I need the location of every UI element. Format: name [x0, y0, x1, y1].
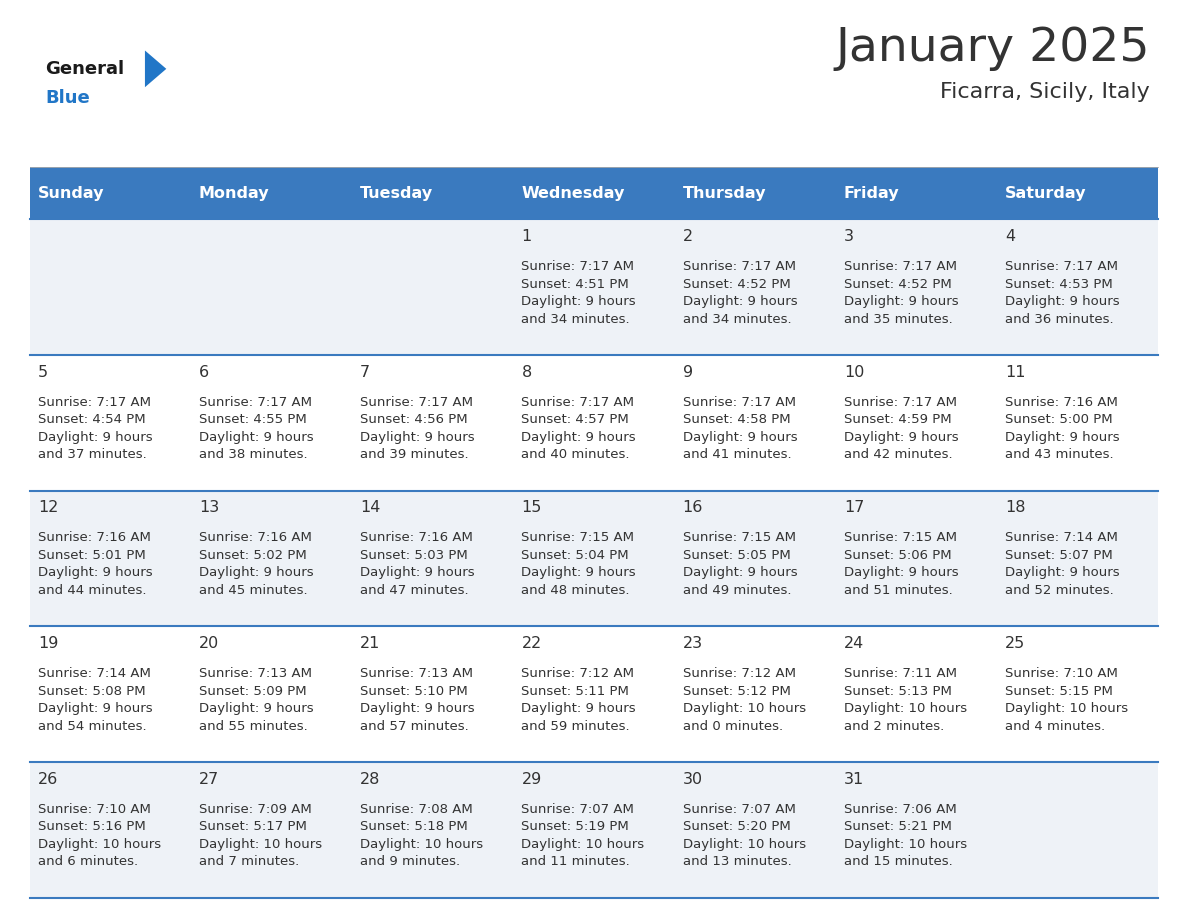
Text: 31: 31: [843, 772, 864, 787]
Text: Sunrise: 7:12 AM
Sunset: 5:11 PM
Daylight: 9 hours
and 59 minutes.: Sunrise: 7:12 AM Sunset: 5:11 PM Dayligh…: [522, 667, 636, 733]
Bar: [30, 355, 1158, 491]
Bar: [30, 167, 1158, 219]
Text: 30: 30: [683, 772, 703, 787]
Text: 7: 7: [360, 364, 371, 379]
Text: Sunrise: 7:17 AM
Sunset: 4:57 PM
Daylight: 9 hours
and 40 minutes.: Sunrise: 7:17 AM Sunset: 4:57 PM Dayligh…: [522, 396, 636, 461]
Text: 21: 21: [360, 636, 380, 651]
Text: 22: 22: [522, 636, 542, 651]
Text: Sunrise: 7:10 AM
Sunset: 5:15 PM
Daylight: 10 hours
and 4 minutes.: Sunrise: 7:10 AM Sunset: 5:15 PM Dayligh…: [1005, 667, 1129, 733]
Text: 2: 2: [683, 229, 693, 244]
Text: 18: 18: [1005, 500, 1025, 515]
Text: Ficarra, Sicily, Italy: Ficarra, Sicily, Italy: [940, 82, 1150, 102]
Text: 20: 20: [198, 636, 220, 651]
Text: Sunrise: 7:12 AM
Sunset: 5:12 PM
Daylight: 10 hours
and 0 minutes.: Sunrise: 7:12 AM Sunset: 5:12 PM Dayligh…: [683, 667, 805, 733]
Text: Sunrise: 7:17 AM
Sunset: 4:52 PM
Daylight: 9 hours
and 34 minutes.: Sunrise: 7:17 AM Sunset: 4:52 PM Dayligh…: [683, 260, 797, 326]
Text: 11: 11: [1005, 364, 1025, 379]
Text: Sunrise: 7:17 AM
Sunset: 4:59 PM
Daylight: 9 hours
and 42 minutes.: Sunrise: 7:17 AM Sunset: 4:59 PM Dayligh…: [843, 396, 959, 461]
Polygon shape: [145, 50, 166, 87]
Text: Friday: Friday: [843, 185, 899, 201]
Text: Sunrise: 7:10 AM
Sunset: 5:16 PM
Daylight: 10 hours
and 6 minutes.: Sunrise: 7:10 AM Sunset: 5:16 PM Dayligh…: [38, 803, 160, 868]
Text: 13: 13: [198, 500, 220, 515]
Bar: [30, 626, 1158, 762]
Text: Sunrise: 7:07 AM
Sunset: 5:20 PM
Daylight: 10 hours
and 13 minutes.: Sunrise: 7:07 AM Sunset: 5:20 PM Dayligh…: [683, 803, 805, 868]
Text: 17: 17: [843, 500, 865, 515]
Text: 1: 1: [522, 229, 532, 244]
Text: Sunrise: 7:15 AM
Sunset: 5:05 PM
Daylight: 9 hours
and 49 minutes.: Sunrise: 7:15 AM Sunset: 5:05 PM Dayligh…: [683, 532, 797, 597]
Text: Sunrise: 7:11 AM
Sunset: 5:13 PM
Daylight: 10 hours
and 2 minutes.: Sunrise: 7:11 AM Sunset: 5:13 PM Dayligh…: [843, 667, 967, 733]
Text: 19: 19: [38, 636, 58, 651]
Text: 9: 9: [683, 364, 693, 379]
Text: Saturday: Saturday: [1005, 185, 1087, 201]
Text: Sunrise: 7:17 AM
Sunset: 4:53 PM
Daylight: 9 hours
and 36 minutes.: Sunrise: 7:17 AM Sunset: 4:53 PM Dayligh…: [1005, 260, 1120, 326]
Text: Sunrise: 7:16 AM
Sunset: 5:00 PM
Daylight: 9 hours
and 43 minutes.: Sunrise: 7:16 AM Sunset: 5:00 PM Dayligh…: [1005, 396, 1120, 461]
Text: Sunday: Sunday: [38, 185, 105, 201]
Text: 16: 16: [683, 500, 703, 515]
Text: Sunrise: 7:14 AM
Sunset: 5:07 PM
Daylight: 9 hours
and 52 minutes.: Sunrise: 7:14 AM Sunset: 5:07 PM Dayligh…: [1005, 532, 1120, 597]
Text: 25: 25: [1005, 636, 1025, 651]
Text: Sunrise: 7:17 AM
Sunset: 4:51 PM
Daylight: 9 hours
and 34 minutes.: Sunrise: 7:17 AM Sunset: 4:51 PM Dayligh…: [522, 260, 636, 326]
Text: Sunrise: 7:09 AM
Sunset: 5:17 PM
Daylight: 10 hours
and 7 minutes.: Sunrise: 7:09 AM Sunset: 5:17 PM Dayligh…: [198, 803, 322, 868]
Text: Sunrise: 7:07 AM
Sunset: 5:19 PM
Daylight: 10 hours
and 11 minutes.: Sunrise: 7:07 AM Sunset: 5:19 PM Dayligh…: [522, 803, 645, 868]
Text: 5: 5: [38, 364, 48, 379]
Text: January 2025: January 2025: [835, 26, 1150, 72]
Text: 29: 29: [522, 772, 542, 787]
Text: 8: 8: [522, 364, 532, 379]
Text: Sunrise: 7:08 AM
Sunset: 5:18 PM
Daylight: 10 hours
and 9 minutes.: Sunrise: 7:08 AM Sunset: 5:18 PM Dayligh…: [360, 803, 484, 868]
Bar: [30, 491, 1158, 626]
Text: Sunrise: 7:14 AM
Sunset: 5:08 PM
Daylight: 9 hours
and 54 minutes.: Sunrise: 7:14 AM Sunset: 5:08 PM Dayligh…: [38, 667, 152, 733]
Text: Wednesday: Wednesday: [522, 185, 625, 201]
Text: 4: 4: [1005, 229, 1016, 244]
Text: 12: 12: [38, 500, 58, 515]
Text: 3: 3: [843, 229, 854, 244]
Text: 14: 14: [360, 500, 380, 515]
Text: Sunrise: 7:13 AM
Sunset: 5:10 PM
Daylight: 9 hours
and 57 minutes.: Sunrise: 7:13 AM Sunset: 5:10 PM Dayligh…: [360, 667, 475, 733]
Text: Sunrise: 7:16 AM
Sunset: 5:02 PM
Daylight: 9 hours
and 45 minutes.: Sunrise: 7:16 AM Sunset: 5:02 PM Dayligh…: [198, 532, 314, 597]
Text: Sunrise: 7:13 AM
Sunset: 5:09 PM
Daylight: 9 hours
and 55 minutes.: Sunrise: 7:13 AM Sunset: 5:09 PM Dayligh…: [198, 667, 314, 733]
Text: Sunrise: 7:17 AM
Sunset: 4:55 PM
Daylight: 9 hours
and 38 minutes.: Sunrise: 7:17 AM Sunset: 4:55 PM Dayligh…: [198, 396, 314, 461]
Text: 28: 28: [360, 772, 380, 787]
Text: 15: 15: [522, 500, 542, 515]
Text: Monday: Monday: [198, 185, 270, 201]
Bar: [30, 762, 1158, 898]
Text: 24: 24: [843, 636, 864, 651]
Text: General: General: [45, 60, 125, 78]
Text: 6: 6: [198, 364, 209, 379]
Text: Sunrise: 7:17 AM
Sunset: 4:52 PM
Daylight: 9 hours
and 35 minutes.: Sunrise: 7:17 AM Sunset: 4:52 PM Dayligh…: [843, 260, 959, 326]
Text: 26: 26: [38, 772, 58, 787]
Text: Sunrise: 7:17 AM
Sunset: 4:54 PM
Daylight: 9 hours
and 37 minutes.: Sunrise: 7:17 AM Sunset: 4:54 PM Dayligh…: [38, 396, 152, 461]
Text: Sunrise: 7:17 AM
Sunset: 4:58 PM
Daylight: 9 hours
and 41 minutes.: Sunrise: 7:17 AM Sunset: 4:58 PM Dayligh…: [683, 396, 797, 461]
Text: Sunrise: 7:16 AM
Sunset: 5:01 PM
Daylight: 9 hours
and 44 minutes.: Sunrise: 7:16 AM Sunset: 5:01 PM Dayligh…: [38, 532, 152, 597]
Bar: [30, 219, 1158, 355]
Text: Sunrise: 7:15 AM
Sunset: 5:06 PM
Daylight: 9 hours
and 51 minutes.: Sunrise: 7:15 AM Sunset: 5:06 PM Dayligh…: [843, 532, 959, 597]
Text: 23: 23: [683, 636, 703, 651]
Text: Tuesday: Tuesday: [360, 185, 434, 201]
Text: Sunrise: 7:16 AM
Sunset: 5:03 PM
Daylight: 9 hours
and 47 minutes.: Sunrise: 7:16 AM Sunset: 5:03 PM Dayligh…: [360, 532, 475, 597]
Text: Sunrise: 7:06 AM
Sunset: 5:21 PM
Daylight: 10 hours
and 15 minutes.: Sunrise: 7:06 AM Sunset: 5:21 PM Dayligh…: [843, 803, 967, 868]
Text: Blue: Blue: [45, 89, 90, 107]
Text: Sunrise: 7:15 AM
Sunset: 5:04 PM
Daylight: 9 hours
and 48 minutes.: Sunrise: 7:15 AM Sunset: 5:04 PM Dayligh…: [522, 532, 636, 597]
Text: 27: 27: [198, 772, 220, 787]
Text: Sunrise: 7:17 AM
Sunset: 4:56 PM
Daylight: 9 hours
and 39 minutes.: Sunrise: 7:17 AM Sunset: 4:56 PM Dayligh…: [360, 396, 475, 461]
Text: 10: 10: [843, 364, 865, 379]
Text: Thursday: Thursday: [683, 185, 766, 201]
